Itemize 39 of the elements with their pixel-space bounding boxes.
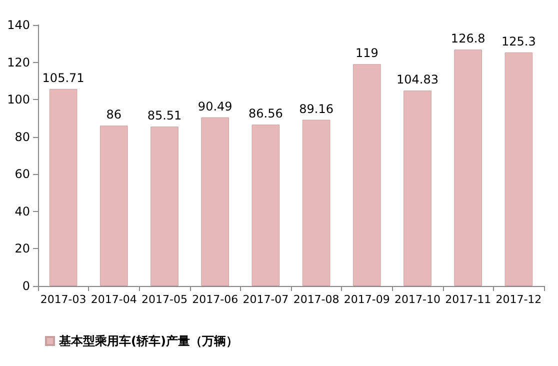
bar bbox=[252, 124, 280, 286]
x-tick-label: 2017-08 bbox=[293, 293, 340, 306]
x-tick-label: 2017-07 bbox=[242, 293, 289, 306]
data-label: 125.3 bbox=[502, 34, 536, 48]
y-tick-label: 20 bbox=[14, 242, 30, 256]
data-label: 104.83 bbox=[396, 72, 438, 87]
bar bbox=[49, 88, 78, 286]
y-tick-label: 60 bbox=[14, 167, 30, 182]
bar bbox=[150, 126, 178, 286]
bar bbox=[352, 64, 381, 286]
y-tick-label: 120 bbox=[7, 55, 30, 70]
y-tick-label: 140 bbox=[7, 18, 30, 32]
data-label: 119 bbox=[355, 46, 378, 60]
bar bbox=[302, 120, 330, 286]
data-label: 85.51 bbox=[147, 108, 182, 123]
bar bbox=[201, 117, 230, 286]
bar bbox=[404, 90, 432, 286]
y-tick-label: 80 bbox=[14, 130, 30, 144]
x-tick-label: 2017-10 bbox=[394, 293, 440, 306]
data-label: 86.56 bbox=[248, 106, 283, 121]
data-label: 90.49 bbox=[198, 99, 232, 114]
bar bbox=[100, 126, 128, 286]
data-label: 126.8 bbox=[450, 32, 486, 46]
data-label: 89.16 bbox=[299, 102, 334, 116]
legend-label: 基本型乘用车(轿车)产量（万辆） bbox=[58, 334, 238, 348]
x-tick-label: 2017-12 bbox=[496, 293, 542, 306]
data-label: 105.71 bbox=[42, 70, 84, 85]
y-tick-label: 40 bbox=[14, 204, 30, 218]
bar bbox=[504, 52, 533, 286]
y-tick-label: 100 bbox=[7, 92, 30, 107]
x-tick-label: 2017-09 bbox=[344, 293, 390, 306]
bar bbox=[454, 50, 482, 286]
x-tick-label: 2017-11 bbox=[445, 293, 492, 306]
y-tick-label: 0 bbox=[22, 279, 30, 293]
x-tick-label: 2017-06 bbox=[192, 293, 238, 306]
x-tick-label: 2017-04 bbox=[90, 293, 137, 306]
data-label: 86 bbox=[106, 108, 122, 122]
x-tick-label: 2017-03 bbox=[40, 293, 86, 306]
x-tick-label: 2017-05 bbox=[142, 293, 188, 306]
